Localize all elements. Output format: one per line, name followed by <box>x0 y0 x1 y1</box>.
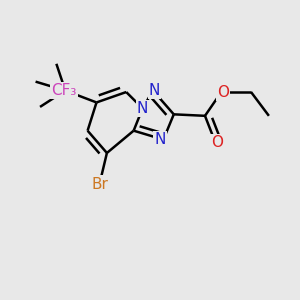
Text: O: O <box>211 135 223 150</box>
Text: N: N <box>149 83 160 98</box>
Text: CF₃: CF₃ <box>51 83 76 98</box>
Text: Br: Br <box>91 177 108 192</box>
Text: O: O <box>217 85 229 100</box>
Text: N: N <box>137 101 148 116</box>
Text: N: N <box>155 132 166 147</box>
